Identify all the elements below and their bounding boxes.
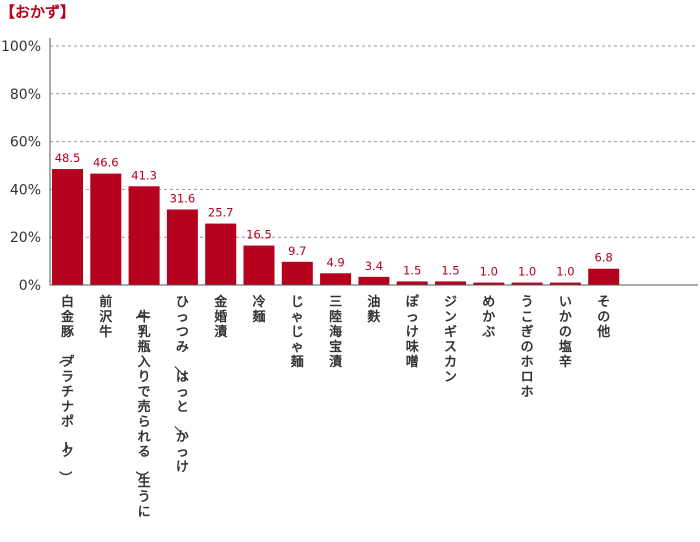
value-label: 9.7 [288, 244, 306, 258]
bar [549, 282, 581, 285]
value-labels: 48.5 46.6 41.3 31.6 25.7 16.5 9.7 4.9 3.4 1.5 1.5 1… [55, 151, 613, 279]
value-label: 4.9 [326, 255, 344, 269]
category-label: 冷麺 [251, 294, 265, 325]
value-label: 41.3 [131, 168, 157, 182]
bar [205, 223, 237, 285]
value-label: 31.6 [170, 191, 196, 205]
bar [320, 273, 352, 285]
y-tick-label: 60% [10, 135, 41, 151]
category-label: 油麩 [366, 294, 380, 325]
y-tick-label: 20% [10, 230, 41, 246]
bar [511, 282, 543, 285]
category-label: ジンギスカン [444, 295, 457, 385]
category-labels: 白金豚（プラチナポーク） 前沢牛 （牛乳瓶入りで売られる）生うに ひっつみ／はっと／か… [57, 294, 610, 520]
bar [243, 245, 275, 285]
bar [128, 186, 160, 285]
y-tick-label: 80% [10, 87, 41, 103]
value-label: 1.0 [556, 265, 574, 279]
category-label: いかの塩辛 [559, 295, 572, 370]
category-label: うこぎのホロホ [521, 295, 534, 400]
value-label: 46.6 [93, 156, 119, 170]
bar [281, 261, 313, 285]
bar [90, 173, 122, 285]
y-tick-label: 100% [1, 39, 41, 55]
category-label: その他 [596, 295, 610, 340]
category-label: （牛乳瓶入りで売られる）生うに [134, 306, 151, 520]
y-tick-label: 0% [19, 278, 41, 294]
category-label: ひっつみ／はっと／かっけ [172, 295, 189, 475]
category-label: じゃじゃ麺 [290, 295, 304, 370]
category-label: ぽっけ味噌 [406, 294, 420, 370]
value-label: 3.4 [365, 259, 383, 273]
value-label: 16.5 [246, 228, 272, 242]
category-label: 三陸海宝漬 [329, 295, 343, 370]
value-label: 1.0 [480, 265, 498, 279]
value-label: 25.7 [208, 206, 234, 220]
bar [52, 169, 83, 285]
bar [588, 268, 620, 285]
value-label: 48.5 [55, 151, 81, 165]
bar [166, 209, 198, 285]
bar [358, 276, 390, 285]
bar [396, 281, 428, 285]
category-label: 白金豚（プラチナポーク） [57, 294, 75, 484]
value-label: 1.5 [441, 263, 459, 277]
chart-title: 【おかず】 [0, 3, 75, 21]
category-label: 金婚漬 [213, 294, 228, 340]
axes [49, 38, 698, 286]
y-tick-label: 40% [10, 182, 41, 198]
category-label: めかぶ [481, 295, 495, 340]
category-label: 前沢牛 [99, 294, 113, 340]
value-label: 1.0 [518, 265, 536, 279]
value-label: 6.8 [595, 251, 613, 265]
bars [52, 169, 620, 285]
bar [473, 282, 505, 285]
y-axis-ticks: 0% 20% 40% 60% 80% 100% [1, 39, 41, 294]
value-label: 1.5 [403, 263, 421, 277]
bar [435, 281, 466, 285]
